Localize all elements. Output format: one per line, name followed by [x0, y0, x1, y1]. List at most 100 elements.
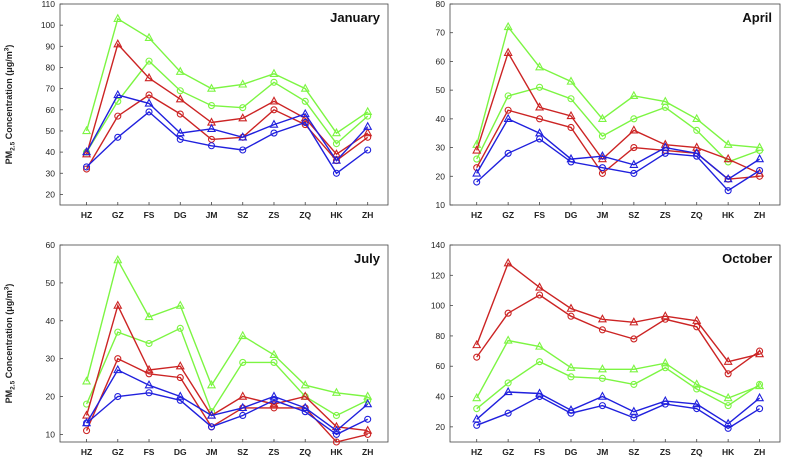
data-point-triangle: [175, 94, 185, 103]
data-point-circle: [536, 115, 544, 123]
y-tick-label: 110: [41, 0, 55, 9]
y-tick-label: 40: [46, 316, 56, 326]
data-point-triangle: [238, 132, 248, 141]
data-point-triangle: [723, 418, 733, 427]
y-tick-label: 50: [436, 85, 446, 95]
data-point-circle: [83, 427, 91, 435]
data-point-triangle: [300, 83, 310, 92]
series-line-green-circle: [85, 327, 369, 417]
data-point-triangle: [723, 174, 733, 183]
x-tick-label: JM: [206, 447, 218, 457]
data-point-circle: [114, 328, 122, 336]
data-point-circle: [270, 396, 278, 404]
data-point-triangle: [363, 425, 373, 434]
data-point-triangle: [692, 113, 702, 123]
data-point-triangle: [238, 113, 248, 122]
x-tick-label: ZQ: [299, 447, 311, 457]
data-point-circle: [630, 169, 638, 177]
data-point-circle: [630, 144, 638, 152]
panel-title: July: [354, 251, 381, 266]
x-tick-label: HZ: [471, 447, 482, 457]
data-point-triangle: [723, 356, 733, 365]
series-line-green-circle: [476, 86, 760, 163]
data-point-triangle: [503, 386, 513, 396]
x-tick-label: DG: [174, 447, 187, 457]
data-point-circle: [176, 110, 184, 118]
data-point-triangle: [660, 358, 670, 367]
y-label-pm: PM: [4, 151, 14, 165]
data-point-triangle: [566, 303, 576, 312]
data-point-circle: [207, 102, 216, 110]
data-point-triangle: [503, 258, 513, 267]
data-point-circle: [598, 132, 606, 140]
data-point-circle: [145, 339, 153, 348]
data-point-triangle: [566, 76, 576, 85]
x-tick-label: GZ: [112, 447, 124, 457]
panel-october: 20 40 60 80 100 120 140 HZ GZ FS DG JM SZ ZS ZQ HK ZH Oct…: [431, 240, 781, 457]
data-point-triangle: [206, 410, 217, 419]
data-point-triangle: [175, 361, 185, 370]
data-point-triangle: [472, 392, 482, 402]
data-point-triangle: [597, 314, 607, 323]
data-point-triangle: [238, 330, 248, 340]
y-label-mid: Concentration (μg/m: [4, 51, 14, 142]
series-line-blue-triangle: [85, 369, 369, 432]
y-tick-label: 40: [436, 114, 446, 124]
data-point-circle: [567, 158, 575, 166]
data-point-circle: [756, 146, 764, 154]
plot-frame: [59, 3, 389, 206]
data-point-circle: [661, 364, 669, 372]
x-tick-label: DG: [174, 210, 187, 220]
data-point-circle: [239, 358, 247, 366]
data-point-circle: [114, 355, 122, 363]
data-point-triangle: [300, 391, 310, 400]
data-point-circle: [301, 97, 309, 105]
y-tick-label: 100: [431, 301, 445, 311]
data-point-triangle: [331, 155, 341, 164]
series-line-red-circle: [85, 357, 368, 443]
data-point-triangle: [113, 13, 123, 22]
series-line-blue-triangle: [476, 391, 761, 425]
data-point-circle: [661, 149, 669, 157]
y-tick-label: 60: [436, 56, 446, 66]
y-tick-label: 60: [46, 105, 56, 115]
x-tick-label: GZ: [502, 210, 514, 220]
x-tick-label: GZ: [502, 447, 514, 457]
x-tick-label: ZS: [660, 210, 671, 220]
data-point-triangle: [82, 146, 92, 156]
series-line-blue-triangle: [85, 94, 369, 162]
x-tick-label: JM: [597, 210, 609, 220]
panel-title: April: [742, 10, 772, 25]
x-tick-label: SZ: [628, 210, 639, 220]
series-line-green-circle: [86, 60, 369, 153]
data-point-triangle: [144, 380, 154, 389]
data-point-triangle: [113, 39, 123, 48]
plot-frame: [59, 244, 389, 443]
y-label-sup: 3: [4, 286, 11, 290]
panel-april: 10 20 30 40 50 60 70 80 HZ GZ FS DG JM SZ ZS ZQ HK ZH Apri…: [436, 0, 781, 220]
y-tick-label: 80: [436, 0, 446, 9]
data-point-triangle: [206, 83, 217, 92]
data-point-circle: [661, 315, 669, 323]
data-point-circle: [598, 326, 606, 334]
data-point-circle: [332, 411, 341, 420]
x-tick-label: ZH: [754, 447, 765, 457]
data-point-circle: [473, 178, 481, 186]
data-point-circle: [567, 409, 575, 417]
x-tick-label: ZS: [269, 210, 280, 220]
data-point-triangle: [269, 349, 279, 359]
data-point-circle: [114, 133, 122, 141]
data-point-circle: [176, 374, 184, 382]
data-point-circle: [661, 400, 669, 408]
data-point-circle: [207, 142, 216, 150]
data-point-circle: [693, 385, 701, 393]
data-point-triangle: [723, 139, 733, 148]
x-tick-label: HK: [330, 210, 343, 220]
x-tick-label: ZQ: [299, 210, 311, 220]
data-point-circle: [693, 405, 701, 413]
data-point-triangle: [472, 339, 482, 349]
series-line-green-triangle: [85, 258, 368, 398]
y-tick-label: 10: [436, 200, 446, 210]
data-point-circle: [145, 389, 153, 397]
data-point-triangle: [503, 113, 513, 123]
